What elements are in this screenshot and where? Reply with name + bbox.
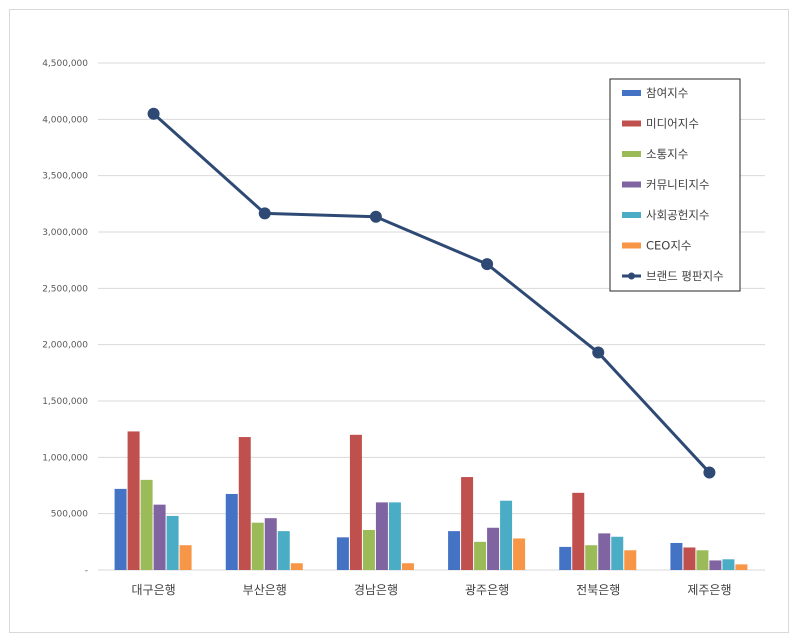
- x-category-label: 전북은행: [576, 582, 620, 597]
- legend-label: 소통지수: [646, 147, 688, 161]
- y-tick-label: 2,000,000: [42, 341, 88, 351]
- line-series-path: [152, 112, 711, 474]
- bar: [388, 502, 401, 570]
- bar: [572, 492, 585, 570]
- legend-swatch: [622, 242, 641, 249]
- bar: [696, 550, 709, 570]
- legend-label: 미디어지수: [646, 117, 699, 131]
- x-category-label: 제주은행: [687, 582, 731, 597]
- bar: [225, 493, 238, 570]
- bar: [559, 546, 572, 570]
- y-tick-label: 4,500,000: [42, 59, 88, 69]
- bar: [264, 518, 277, 570]
- legend-swatch: [622, 181, 641, 188]
- y-tick-label: 3,000,000: [42, 228, 88, 238]
- y-tick-label: -: [85, 566, 88, 576]
- legend-label: 커뮤니티지수: [646, 178, 709, 192]
- legend-label: 브랜드 평판지수: [646, 269, 724, 283]
- y-tick-label: 500,000: [51, 510, 88, 520]
- x-category-label: 부산은행: [243, 582, 287, 597]
- bar: [336, 537, 349, 570]
- x-category-label: 광주은행: [465, 582, 509, 597]
- bar: [362, 530, 375, 570]
- bar: [448, 531, 461, 570]
- line-point: [703, 466, 716, 479]
- line-series: [147, 107, 716, 479]
- y-tick-label: 1,000,000: [42, 453, 88, 463]
- bar: [598, 533, 611, 570]
- line-point: [592, 346, 605, 359]
- legend-label: 사회공헌지수: [646, 208, 709, 222]
- legend-swatch: [622, 151, 641, 157]
- bars: [114, 431, 748, 570]
- bar: [585, 545, 598, 570]
- bar: [683, 547, 696, 570]
- bar: [127, 431, 140, 570]
- bar: [238, 437, 251, 570]
- bar: [153, 504, 166, 570]
- y-axis-ticks: - 500,000 1,000,000 1,500,000 2,000,000 2,500…: [42, 59, 88, 576]
- bar: [624, 550, 637, 570]
- legend-label: CEO지수: [646, 239, 692, 253]
- bar: [401, 563, 414, 570]
- bar: [140, 479, 153, 570]
- y-tick-label: 4,000,000: [42, 115, 88, 125]
- x-category-label: 경남은행: [354, 582, 398, 597]
- bar: [670, 542, 683, 570]
- y-tick-label: 3,500,000: [42, 172, 88, 182]
- bar: [735, 564, 748, 570]
- bar: [513, 538, 526, 570]
- bar: [709, 560, 722, 570]
- bar: [290, 563, 303, 570]
- legend-label: 참여지수: [646, 86, 688, 100]
- line-point: [258, 207, 271, 220]
- x-axis-categories: 대구은행 부산은행 경남은행 광주은행 전북은행 제주은행: [131, 582, 731, 597]
- bar: [611, 536, 624, 570]
- bar: [114, 488, 127, 570]
- bar: [179, 545, 192, 570]
- x-category-label: 대구은행: [131, 582, 175, 597]
- bar: [375, 502, 388, 570]
- bar: [500, 500, 513, 570]
- bar: [461, 477, 474, 570]
- bar: [474, 541, 487, 570]
- bar: [722, 559, 735, 570]
- bar: [251, 522, 264, 570]
- bar: [166, 515, 179, 570]
- bar: [349, 434, 362, 570]
- legend-swatch: [622, 90, 641, 96]
- y-tick-label: 2,500,000: [42, 284, 88, 294]
- line-point: [369, 210, 382, 223]
- bar: [277, 531, 290, 570]
- legend-swatch: [622, 212, 641, 218]
- legend-marker: [628, 272, 635, 280]
- legend-swatch: [622, 120, 641, 127]
- line-point: [481, 258, 494, 271]
- bar: [487, 527, 500, 570]
- line-point: [147, 107, 160, 120]
- y-tick-label: 1,500,000: [42, 397, 88, 407]
